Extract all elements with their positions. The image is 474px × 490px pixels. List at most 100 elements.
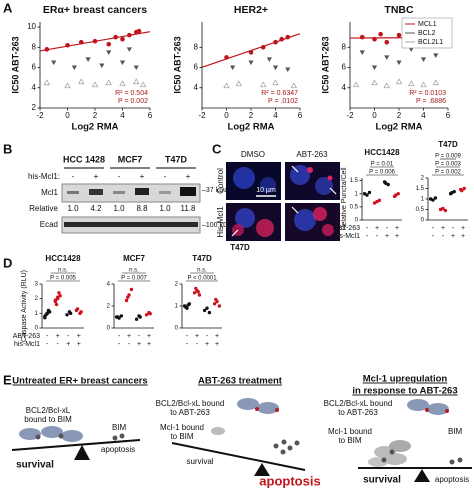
annotation: P = .6886	[416, 98, 446, 105]
y-axis-label: IC50 ABT-263	[320, 36, 330, 93]
point	[77, 78, 85, 85]
point	[377, 198, 382, 203]
arrow	[291, 206, 299, 214]
y-tick-label: 3	[35, 282, 39, 288]
relative-value: 1.0	[113, 204, 125, 213]
y-tick-label: 2	[32, 103, 37, 112]
y-tick-label: 4	[194, 83, 199, 92]
y-tick-label: 6	[342, 63, 347, 72]
point	[365, 193, 369, 197]
condition-sign: -	[366, 233, 369, 240]
drug	[445, 409, 449, 413]
condition-sign: +	[127, 333, 131, 340]
outcome: apoptosis	[101, 445, 135, 454]
blot-label: Ecad	[40, 220, 58, 229]
condition-sign: -	[67, 333, 70, 340]
band	[113, 191, 125, 194]
condition-sign: -	[186, 333, 189, 340]
complex-label: to BIM	[338, 436, 361, 445]
model-title: Mcl-1 upregulation	[363, 374, 448, 385]
puncta	[322, 224, 334, 236]
panel-label: E	[3, 372, 12, 387]
point	[223, 82, 230, 89]
complex-label: BCL2/Bcl-xL	[26, 406, 71, 415]
fulcrum	[254, 463, 270, 476]
point	[407, 80, 415, 87]
point	[92, 38, 98, 44]
bim	[294, 440, 300, 446]
point	[382, 180, 387, 184]
point	[71, 65, 77, 71]
row-label: His-Mcl1	[216, 206, 225, 238]
chart-title: HCC1428	[45, 254, 81, 263]
point	[127, 32, 132, 38]
condition-sign: -	[46, 341, 49, 348]
y-tick-label: 6	[32, 63, 37, 72]
point	[184, 305, 188, 309]
puncta	[327, 175, 333, 181]
y-tick-label: 2	[35, 296, 39, 302]
point	[43, 316, 47, 320]
chart-title: HCC1428	[364, 148, 400, 157]
sign: +	[186, 172, 191, 181]
point	[78, 311, 82, 316]
sign: +	[94, 172, 99, 181]
condition-sign: +	[451, 233, 455, 240]
point	[431, 198, 435, 202]
arrow	[329, 187, 337, 195]
x-tick-label: 6	[298, 111, 303, 120]
column-label: ABT-263	[296, 150, 328, 159]
point	[458, 187, 463, 192]
condition-sign: +	[215, 341, 219, 348]
bim	[389, 449, 395, 455]
condition-sign: +	[205, 341, 209, 348]
point	[194, 286, 198, 291]
condition-sign: -	[57, 341, 60, 348]
x-tick-label: 2	[93, 111, 98, 120]
point	[196, 290, 200, 294]
point	[386, 182, 390, 187]
nucleus	[290, 165, 310, 185]
point	[65, 42, 70, 48]
y-tick-label: 2	[107, 304, 111, 310]
y-axis-label: IC50 ABT-263	[172, 36, 182, 93]
point	[57, 291, 61, 295]
point	[54, 302, 59, 307]
point	[51, 60, 57, 66]
condition-sign: -	[366, 225, 369, 232]
seesaw-beam	[11, 439, 141, 451]
point	[46, 308, 51, 313]
condition-sign: +	[66, 341, 70, 348]
protein	[237, 398, 259, 410]
point	[119, 314, 124, 318]
point	[272, 65, 279, 71]
annotation: P = 0.002	[435, 170, 461, 176]
y-tick-label: 0	[421, 218, 425, 224]
complex-label: to BIM	[170, 432, 193, 441]
point	[137, 314, 141, 318]
x-tick-label: -2	[198, 111, 206, 120]
point	[266, 57, 272, 63]
point	[120, 36, 125, 42]
sign: -	[164, 172, 167, 181]
outcome: apoptosis	[435, 475, 469, 484]
point	[43, 79, 51, 86]
condition-sign: -	[128, 341, 131, 348]
point	[248, 50, 254, 55]
condition-sign: +	[375, 225, 379, 232]
condition-sign: -	[186, 341, 189, 348]
point	[139, 81, 147, 88]
point	[136, 28, 142, 34]
y-tick-label: 6	[194, 63, 199, 72]
model: Untreated ER+ breast cancers ABT-263 tre…	[11, 374, 472, 488]
outcome: survival	[16, 460, 54, 471]
arrow	[291, 165, 299, 173]
point	[285, 67, 291, 73]
point	[230, 65, 236, 71]
point	[285, 34, 291, 40]
condition-sign: -	[206, 333, 209, 340]
fulcrum	[414, 469, 430, 482]
cell-line: MCF7	[118, 154, 143, 164]
chart-title: T47D	[192, 254, 212, 263]
point	[99, 63, 105, 69]
